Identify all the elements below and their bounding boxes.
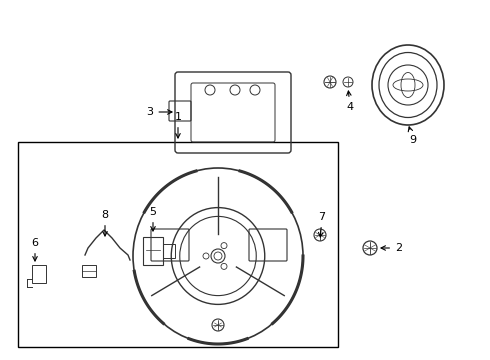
Text: 7: 7 [318, 212, 325, 237]
Text: 6: 6 [31, 238, 39, 261]
Text: 4: 4 [346, 91, 354, 112]
Text: 1: 1 [174, 112, 181, 138]
Text: 2: 2 [381, 243, 402, 253]
Text: 3: 3 [147, 107, 172, 117]
Text: 9: 9 [408, 127, 416, 145]
Text: 8: 8 [101, 210, 109, 236]
Text: 5: 5 [149, 207, 156, 231]
